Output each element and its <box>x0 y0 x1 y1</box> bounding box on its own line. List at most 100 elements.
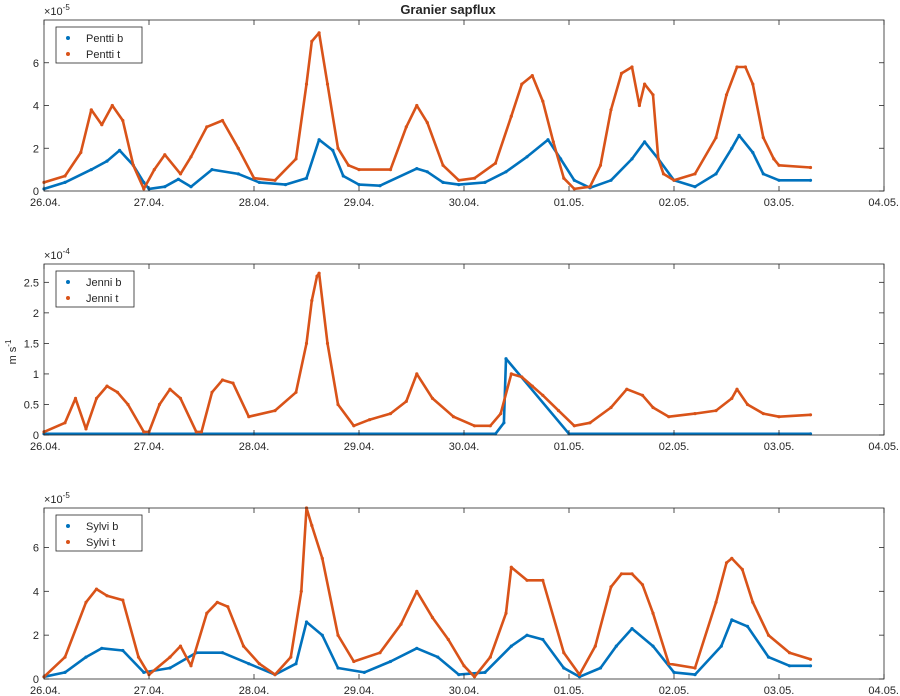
data-point <box>404 399 408 403</box>
x-tick-label: 01.05. <box>554 441 585 453</box>
data-point <box>247 415 251 419</box>
data-point <box>451 415 456 419</box>
data-point <box>168 655 172 659</box>
data-point <box>310 523 314 528</box>
data-point <box>693 666 697 670</box>
data-point <box>163 185 167 189</box>
data-point <box>761 412 765 416</box>
data-point <box>283 183 288 187</box>
data-point <box>105 159 109 163</box>
data-point <box>84 655 88 659</box>
data-point <box>488 424 492 428</box>
series-jenni-t <box>42 271 813 434</box>
data-point <box>672 178 676 182</box>
data-point <box>541 393 545 397</box>
legend-marker <box>66 36 70 40</box>
data-point <box>415 646 419 650</box>
x-tick-label: 02.05. <box>659 197 690 209</box>
data-point <box>667 662 671 666</box>
data-point <box>362 670 366 675</box>
data-point <box>520 375 524 379</box>
data-point <box>121 598 125 602</box>
data-point <box>215 600 219 604</box>
data-point <box>346 163 351 167</box>
data-point <box>273 409 277 413</box>
x-tick-label: 26.04. <box>30 441 61 453</box>
data-point <box>761 172 765 176</box>
series-sylvi-b <box>42 618 813 679</box>
panel-jenni: 26.04. 27.04. 28.04. 29.04. 30.04. 01.05. 02.0… <box>24 247 899 453</box>
data-point <box>714 600 718 604</box>
x-tick-label: 27.04. <box>134 197 165 209</box>
data-point <box>499 412 503 416</box>
y-tick-label: 2 <box>33 630 39 642</box>
data-point <box>367 418 372 422</box>
y-tick-label: 1 <box>33 369 39 381</box>
figure-title: Granier sapflux <box>400 2 496 17</box>
data-point <box>299 589 303 593</box>
data-point <box>415 589 419 593</box>
data-point <box>415 372 419 376</box>
data-point <box>504 357 508 361</box>
data-point <box>562 176 566 180</box>
data-point <box>772 157 776 161</box>
data-point <box>273 673 277 677</box>
data-point <box>740 567 744 572</box>
data-point <box>630 627 634 631</box>
data-point <box>152 168 156 172</box>
x-tick-label: 28.04. <box>239 197 270 209</box>
data-point <box>745 402 750 407</box>
data-point <box>630 572 634 576</box>
data-point <box>735 65 739 69</box>
data-point <box>194 430 198 434</box>
data-point <box>446 637 450 642</box>
data-point <box>472 424 477 428</box>
data-point <box>404 125 408 129</box>
series-line <box>43 506 811 679</box>
data-point <box>142 430 146 434</box>
data-point <box>509 372 513 376</box>
data-point <box>79 150 83 155</box>
data-point <box>163 153 167 157</box>
data-point <box>483 670 487 675</box>
data-point <box>562 666 566 670</box>
data-point <box>808 657 813 661</box>
legend-label: Jenni b <box>86 277 121 289</box>
data-point <box>415 167 419 171</box>
series-pentti-b <box>42 133 813 191</box>
data-point <box>504 170 508 174</box>
data-point <box>777 415 781 419</box>
data-point <box>142 187 146 191</box>
panels: 26.04. 27.04. 28.04. 29.04. 30.04. 01.05. 02.0… <box>24 3 899 696</box>
legend-box <box>55 270 135 308</box>
legend-label: Sylvi t <box>86 537 115 549</box>
data-point <box>341 174 345 178</box>
data-point <box>178 396 183 400</box>
data-point <box>304 82 309 86</box>
data-point <box>63 174 67 178</box>
series-line <box>44 357 811 436</box>
data-point <box>388 168 393 172</box>
data-point <box>693 673 697 677</box>
data-point <box>178 644 183 648</box>
data-point <box>220 378 225 382</box>
x-tick-label: 03.05. <box>764 197 795 209</box>
data-point <box>572 187 576 191</box>
data-point <box>651 93 655 97</box>
y-tick-label: 2 <box>33 143 39 155</box>
data-point <box>425 170 429 174</box>
y-tick-label: 4 <box>33 101 39 113</box>
data-point <box>588 185 592 189</box>
data-point <box>808 165 813 170</box>
x-tick-label: 28.04. <box>239 441 270 453</box>
x-tick-label: 29.04. <box>344 197 375 209</box>
x-tick-label: 29.04. <box>344 685 375 696</box>
x-tick-label: 29.04. <box>344 441 375 453</box>
data-point <box>502 421 506 425</box>
data-point <box>352 659 356 664</box>
data-point <box>609 585 613 589</box>
data-point <box>609 178 613 182</box>
data-point <box>84 427 88 431</box>
data-point <box>556 409 561 413</box>
